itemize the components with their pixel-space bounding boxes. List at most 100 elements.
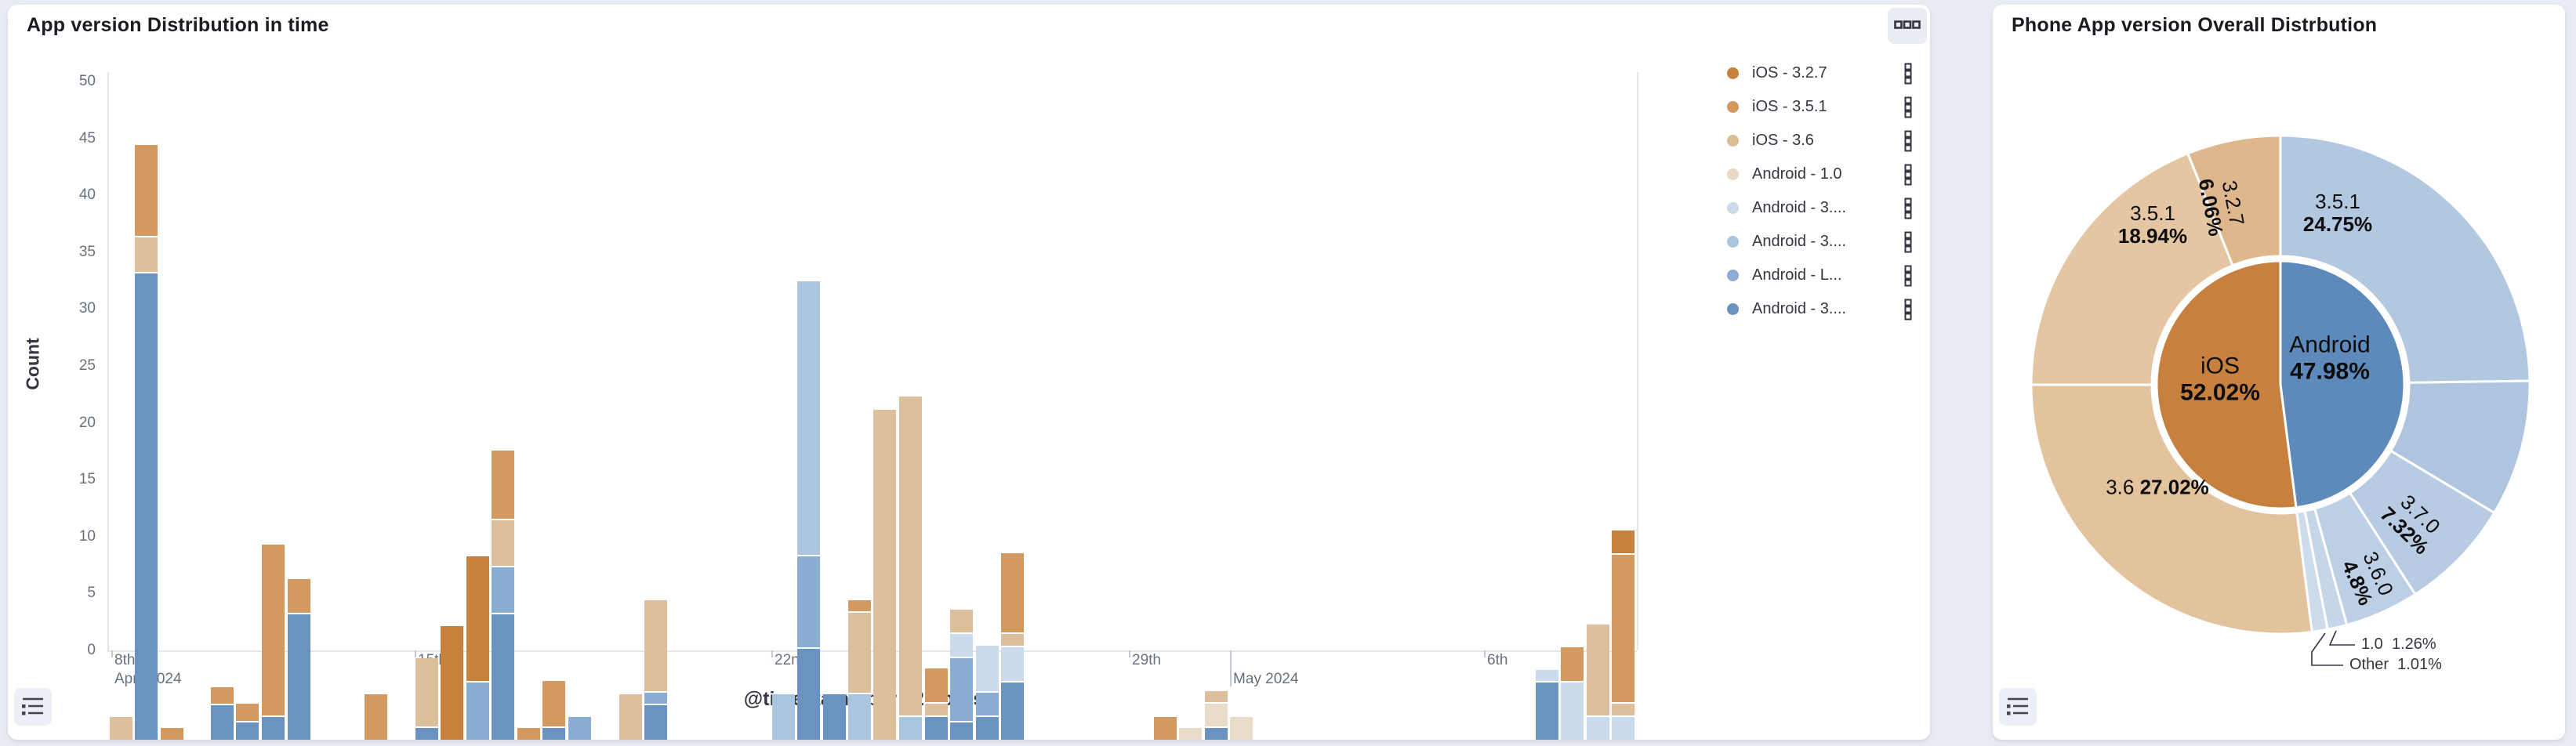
bar-segment-i327[interactable] bbox=[466, 556, 489, 683]
bar-stack[interactable] bbox=[1561, 646, 1584, 740]
bar-segment-b_light[interactable] bbox=[899, 716, 922, 740]
bar-segment-b_dark[interactable] bbox=[492, 614, 514, 740]
bar-stack[interactable] bbox=[1612, 530, 1634, 740]
legend-item-actions-button[interactable] bbox=[1903, 130, 1913, 152]
bar-segment-b_med[interactable] bbox=[492, 567, 514, 615]
bar-segment-i351[interactable] bbox=[211, 686, 234, 706]
bar-stack[interactable] bbox=[441, 625, 463, 740]
legend-item-actions-button[interactable] bbox=[1903, 96, 1913, 118]
bar-segment-b_pale[interactable] bbox=[1561, 683, 1584, 740]
bar-segment-b_dark[interactable] bbox=[925, 716, 948, 740]
bar-stack[interactable] bbox=[772, 693, 795, 740]
bar-segment-b_pale[interactable] bbox=[1001, 646, 1024, 683]
legend-item[interactable]: Android - 3.... bbox=[1727, 295, 1846, 322]
panel-options-button[interactable] bbox=[1888, 8, 1927, 44]
bar-segment-i36[interactable] bbox=[110, 716, 132, 740]
bar-segment-b_dark[interactable] bbox=[1001, 683, 1024, 740]
bar-stack[interactable] bbox=[1154, 716, 1177, 740]
bar-segment-b_med[interactable] bbox=[568, 716, 591, 740]
bar-segment-b_pale[interactable] bbox=[976, 645, 999, 693]
bar-stack[interactable] bbox=[976, 645, 999, 740]
bar-segment-b_dark[interactable] bbox=[236, 722, 259, 740]
bar-stack[interactable] bbox=[135, 144, 158, 740]
bar-stack[interactable] bbox=[1001, 552, 1024, 740]
bar-stack[interactable] bbox=[619, 693, 642, 740]
legend-toggle-button[interactable] bbox=[14, 688, 52, 726]
bar-segment-i351[interactable] bbox=[542, 681, 565, 729]
bar-segment-i351[interactable] bbox=[848, 599, 871, 614]
bar-segment-i351[interactable] bbox=[1561, 646, 1584, 683]
bar-segment-b_pale[interactable] bbox=[1587, 716, 1609, 740]
pie-inner-segment-android[interactable] bbox=[2279, 259, 2406, 509]
bar-stack[interactable] bbox=[1536, 669, 1558, 740]
bar-segment-i351[interactable] bbox=[925, 668, 948, 704]
bar-segment-i36[interactable] bbox=[848, 613, 871, 694]
bar-segment-b_light[interactable] bbox=[772, 693, 795, 740]
bar-segment-b_med[interactable] bbox=[466, 683, 489, 740]
bar-segment-b_light[interactable] bbox=[848, 693, 871, 740]
legend-item[interactable]: iOS - 3.6 bbox=[1727, 127, 1814, 154]
bar-segment-i36[interactable] bbox=[1205, 690, 1228, 704]
bar-segment-b_dark[interactable] bbox=[262, 716, 285, 740]
bar-segment-b_dark[interactable] bbox=[1536, 683, 1558, 740]
bar-segment-b_med[interactable] bbox=[950, 658, 973, 723]
bar-segment-b_dark[interactable] bbox=[135, 273, 158, 740]
legend-item[interactable]: Android - 1.0 bbox=[1727, 161, 1842, 187]
bar-segment-i36[interactable] bbox=[1587, 624, 1609, 717]
bar-stack[interactable] bbox=[365, 693, 387, 740]
bar-segment-b_light[interactable] bbox=[797, 281, 820, 556]
bar-segment-i351[interactable] bbox=[1154, 716, 1177, 740]
bar-segment-i36[interactable] bbox=[873, 409, 896, 740]
bar-stack[interactable] bbox=[797, 281, 820, 740]
bar-stack[interactable] bbox=[1179, 728, 1202, 740]
bar-segment-i36[interactable] bbox=[925, 704, 948, 717]
bar-segment-i351[interactable] bbox=[492, 451, 514, 521]
bar-segment-a10[interactable] bbox=[1230, 716, 1253, 740]
legend-item[interactable]: Android - 3.... bbox=[1727, 228, 1846, 255]
bar-segment-i351[interactable] bbox=[288, 578, 310, 615]
bar-segment-b_dark[interactable] bbox=[415, 728, 438, 740]
bar-segment-a10[interactable] bbox=[1205, 704, 1228, 729]
bar-segment-i351[interactable] bbox=[365, 693, 387, 740]
pie-outer-segment-3.2.7[interactable] bbox=[2186, 134, 2282, 267]
pie-outer-segment-3.5.1[interactable] bbox=[2279, 134, 2531, 384]
bar-segment-i36[interactable] bbox=[492, 520, 514, 568]
bar-segment-b_dark[interactable] bbox=[542, 728, 565, 740]
bar-stack[interactable] bbox=[542, 681, 565, 740]
bar-segment-i327[interactable] bbox=[1612, 530, 1634, 555]
bar-stack[interactable] bbox=[517, 728, 540, 740]
bar-stack[interactable] bbox=[211, 686, 234, 740]
bar-segment-i351[interactable] bbox=[1001, 552, 1024, 635]
bar-segment-i351[interactable] bbox=[135, 144, 158, 238]
bar-segment-i351[interactable] bbox=[161, 728, 183, 740]
legend-item[interactable]: iOS - 3.2.7 bbox=[1727, 60, 1827, 86]
legend-toggle-button[interactable] bbox=[1999, 688, 2037, 726]
bar-segment-b_pale[interactable] bbox=[950, 634, 973, 659]
bar-segment-i36[interactable] bbox=[619, 693, 642, 740]
bar-stack[interactable] bbox=[110, 716, 132, 740]
bar-stack[interactable] bbox=[823, 693, 846, 740]
bar-stack[interactable] bbox=[466, 556, 489, 740]
bar-segment-b_dark[interactable] bbox=[644, 705, 667, 740]
bar-segment-b_dark[interactable] bbox=[797, 648, 820, 740]
bar-segment-i36[interactable] bbox=[135, 237, 158, 273]
bar-segment-b_med[interactable] bbox=[644, 692, 667, 706]
bar-stack[interactable] bbox=[873, 409, 896, 740]
legend-item-actions-button[interactable] bbox=[1903, 265, 1913, 287]
bar-segment-b_pale[interactable] bbox=[1536, 669, 1558, 683]
bar-stack[interactable] bbox=[262, 545, 285, 740]
bar-segment-b_dark[interactable] bbox=[211, 705, 234, 740]
bar-segment-b_med[interactable] bbox=[976, 692, 999, 717]
bar-segment-i36[interactable] bbox=[1001, 634, 1024, 647]
bar-segment-b_pale[interactable] bbox=[1612, 716, 1634, 740]
bar-stack[interactable] bbox=[568, 716, 591, 740]
legend-item-actions-button[interactable] bbox=[1903, 299, 1913, 320]
legend-item[interactable]: iOS - 3.5.1 bbox=[1727, 93, 1827, 120]
bar-segment-i351[interactable] bbox=[262, 545, 285, 717]
bar-segment-b_med[interactable] bbox=[797, 556, 820, 649]
bar-stack[interactable] bbox=[848, 599, 871, 740]
bar-segment-b_dark[interactable] bbox=[976, 716, 999, 740]
bar-segment-i351[interactable] bbox=[1612, 554, 1634, 704]
bar-segment-i351[interactable] bbox=[236, 704, 259, 723]
bar-stack[interactable] bbox=[236, 704, 259, 740]
